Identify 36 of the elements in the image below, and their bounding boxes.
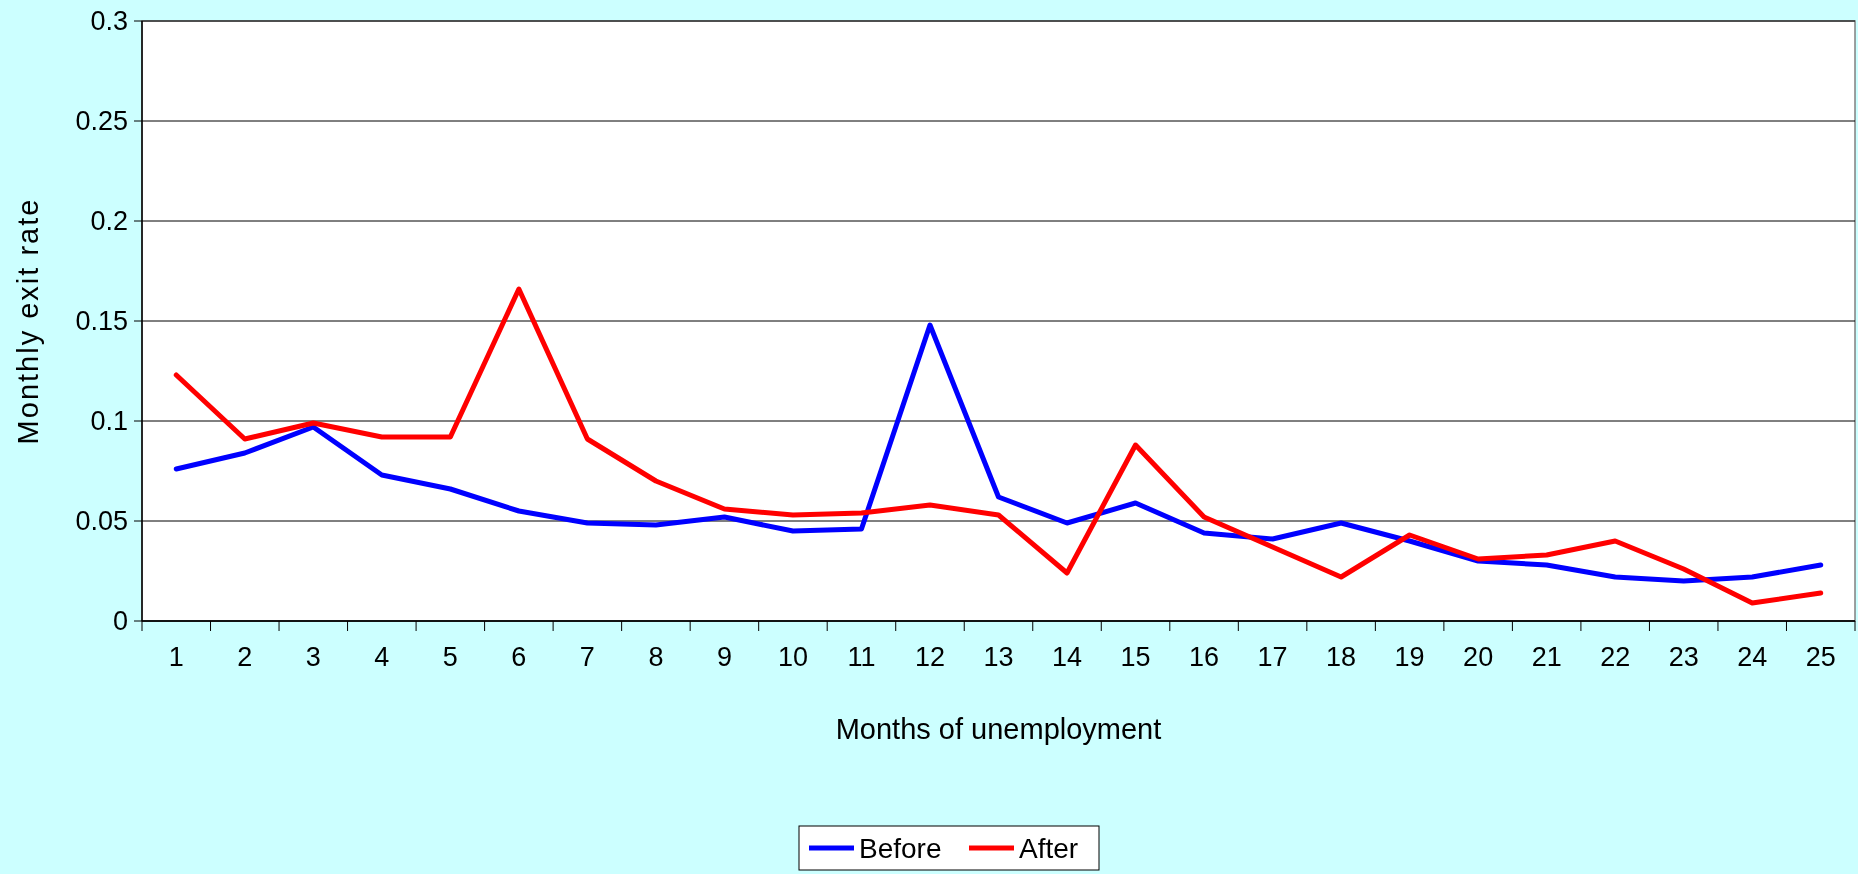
y-tick-label: 0.05 [75, 506, 128, 537]
x-tick-label: 24 [1737, 642, 1768, 672]
x-tick-label: 20 [1463, 642, 1494, 672]
x-tick-label: 13 [983, 642, 1014, 672]
x-axis-title: Months of unemployment [835, 713, 1162, 745]
x-tick-label: 4 [374, 642, 390, 672]
y-tick-label: 0.15 [75, 306, 128, 337]
x-tick-label: 12 [914, 642, 945, 672]
y-tick-label: 0.2 [90, 206, 128, 237]
x-tick-label: 10 [777, 642, 808, 672]
x-tick-label: 22 [1600, 642, 1631, 672]
x-tick-label: 7 [579, 642, 595, 672]
x-tick-label: 19 [1394, 642, 1425, 672]
y-tick-label: 0.25 [75, 106, 128, 137]
x-tick-label: 5 [442, 642, 458, 672]
legend-label: After [1019, 832, 1079, 864]
x-tick-label: 6 [511, 642, 527, 672]
x-tick-label: 25 [1805, 642, 1836, 672]
legend-label: Before [859, 832, 942, 864]
x-tick-label: 23 [1668, 642, 1699, 672]
x-tick-label: 9 [716, 642, 732, 672]
y-tick-label: 0 [112, 606, 128, 637]
x-tick-label: 17 [1257, 642, 1288, 672]
y-axis-title: Monthly exit rate [12, 197, 44, 445]
y-tick-label: 0.3 [90, 6, 128, 37]
x-tick-label: 21 [1531, 642, 1562, 672]
x-tick-label: 14 [1052, 642, 1083, 672]
y-tick-label: 0.1 [90, 406, 128, 437]
x-tick-label: 16 [1189, 642, 1220, 672]
x-tick-label: 3 [305, 642, 321, 672]
x-tick-label: 15 [1120, 642, 1151, 672]
x-tick-label: 11 [847, 642, 876, 672]
x-tick-label: 18 [1326, 642, 1357, 672]
x-tick-label: 8 [648, 642, 664, 672]
x-tick-label: 1 [168, 642, 184, 672]
x-tick-label: 2 [237, 642, 253, 672]
